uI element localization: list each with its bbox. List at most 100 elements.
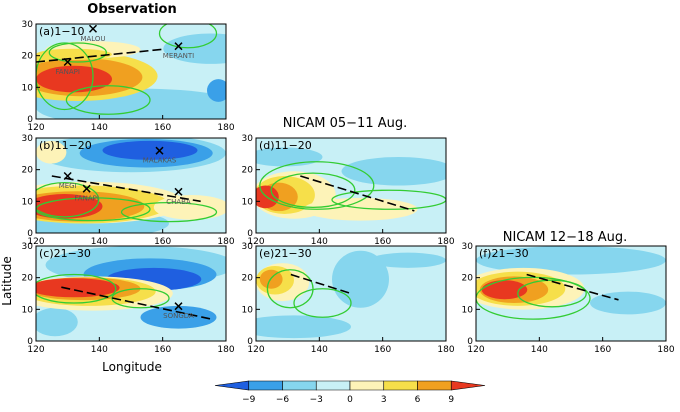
y-tick-label: 0: [27, 229, 33, 239]
contour-line: [270, 172, 356, 208]
colorbar-segment: [282, 380, 317, 391]
colorbar-segment: [383, 380, 418, 391]
panel-label: (c)21−30: [39, 247, 91, 260]
colorbar-label: 0: [347, 395, 353, 405]
storm-label: SONGDA: [163, 312, 194, 320]
colorbar-label: 3: [381, 395, 387, 405]
panel-frame: [475, 245, 667, 342]
storm-label: FANAPI: [55, 68, 79, 76]
trough-line: [36, 48, 163, 63]
colorbar-segment: [315, 380, 351, 391]
field-layer: MALAKAS MEGI FANAPI CHABA: [36, 138, 226, 233]
field-layer: MALOU FANAPI MERANTI: [36, 24, 226, 119]
panel-frame: [35, 137, 227, 234]
y-tick-label: 30: [242, 134, 254, 144]
colorbar-segment: [450, 380, 486, 391]
trough-line: [300, 175, 415, 212]
field-layer: [256, 138, 446, 233]
y-axis-label: Latitude: [0, 256, 14, 305]
x-tick-label: 140: [531, 345, 548, 355]
panels: MALOU FANAPI MERANTI (a)1−10 120 140 160 180 0 10…: [22, 20, 675, 355]
x-tick-label: 180: [217, 237, 234, 247]
x-tick-label: 160: [154, 123, 171, 133]
contour-line: [36, 273, 117, 304]
anomaly-region: [163, 33, 226, 64]
anomaly-region: [36, 48, 112, 61]
x-tick-label: 120: [27, 345, 44, 355]
y-tick-label: 20: [22, 166, 34, 176]
colorbar-label: 6: [415, 395, 421, 405]
colorbar-label: −9: [242, 395, 256, 405]
colorbar-segment: [349, 380, 385, 391]
x-tick-label: 180: [657, 345, 674, 355]
anomaly-region: [36, 278, 120, 298]
panel-frame: [255, 137, 447, 234]
anomaly-region: [256, 315, 351, 339]
storm-label: CHABA: [166, 198, 191, 206]
storm-label: MALOU: [80, 35, 105, 43]
field-layer: SONGDA: [36, 246, 226, 341]
storm-marker: [88, 24, 98, 33]
contour-line: [331, 189, 446, 210]
trough-line: [51, 175, 201, 203]
y-tick-label: 20: [242, 274, 254, 284]
contour-line: [158, 24, 218, 49]
title-nicam-aug12: NICAM 12−18 Aug.: [503, 230, 628, 245]
panel-label: (e)21−30: [259, 247, 312, 260]
panel-label: (d)11−20: [259, 139, 312, 152]
panel-frame: [35, 23, 227, 120]
contour-line: [48, 42, 107, 63]
anomaly-region: [476, 246, 666, 275]
x-tick-label: 140: [91, 237, 108, 247]
contour-line: [65, 85, 151, 115]
anomaly-region: [332, 250, 389, 308]
anomaly-region: [481, 280, 528, 300]
contour-line: [293, 288, 352, 318]
storm-label: FANAPI: [74, 195, 98, 203]
colorbar-segment: [248, 380, 283, 391]
anomaly-region: [153, 195, 226, 220]
contour-line: [36, 197, 151, 222]
x-tick-label: 120: [27, 123, 44, 133]
storm-marker: [63, 57, 72, 67]
panel-0: MALOU FANAPI MERANTI (a)1−10 120 140 160 180 0 10…: [22, 20, 235, 133]
x-tick-label: 160: [374, 237, 391, 247]
storm-marker: [155, 146, 164, 155]
title-nicam-aug5: NICAM 05−11 Aug.: [283, 116, 408, 131]
x-tick-label: 180: [437, 237, 454, 247]
x-axis-label: Longitude: [102, 360, 162, 374]
x-tick-label: 120: [27, 237, 44, 247]
x-tick-label: 120: [467, 345, 484, 355]
x-tick-label: 120: [247, 345, 264, 355]
y-tick-label: 20: [242, 166, 254, 176]
anomaly-region: [370, 252, 446, 268]
y-tick-label: 20: [462, 274, 474, 284]
y-tick-label: 0: [247, 337, 253, 347]
panel-label: (f)21−30: [479, 247, 529, 260]
panel-frame: [255, 245, 447, 342]
x-tick-label: 140: [311, 345, 328, 355]
colorbar-segment: [417, 380, 452, 391]
anomaly-region: [36, 307, 78, 337]
anomaly-region: [140, 305, 217, 329]
storm-label: MERANTI: [163, 52, 194, 60]
storm-marker: [174, 187, 183, 196]
title-observation: Observation: [87, 2, 176, 17]
panel-frame: [35, 245, 227, 342]
y-tick-label: 0: [467, 337, 473, 347]
y-tick-label: 0: [27, 115, 33, 125]
y-tick-label: 0: [247, 229, 253, 239]
colorbar: −9 −6 −3 0 3 6 9: [214, 380, 486, 405]
panel-3: (d)11−20 120 140 160 180 0 10 20 30: [242, 134, 455, 247]
y-tick-label: 10: [242, 197, 254, 207]
panel-2: SONGDA (c)21−30 120 140 160 180 0 10 20 30: [22, 242, 235, 355]
storm-label: MALAKAS: [143, 157, 177, 165]
anomaly-region: [36, 140, 67, 164]
anomaly-region: [102, 140, 198, 160]
panel-4: (e)21−30 120 140 160 180 0 10 20 30: [242, 242, 455, 355]
y-tick-label: 10: [462, 305, 474, 315]
anomaly-region: [341, 157, 446, 186]
y-tick-label: 30: [22, 20, 34, 30]
colorbar-label: −6: [276, 395, 290, 405]
